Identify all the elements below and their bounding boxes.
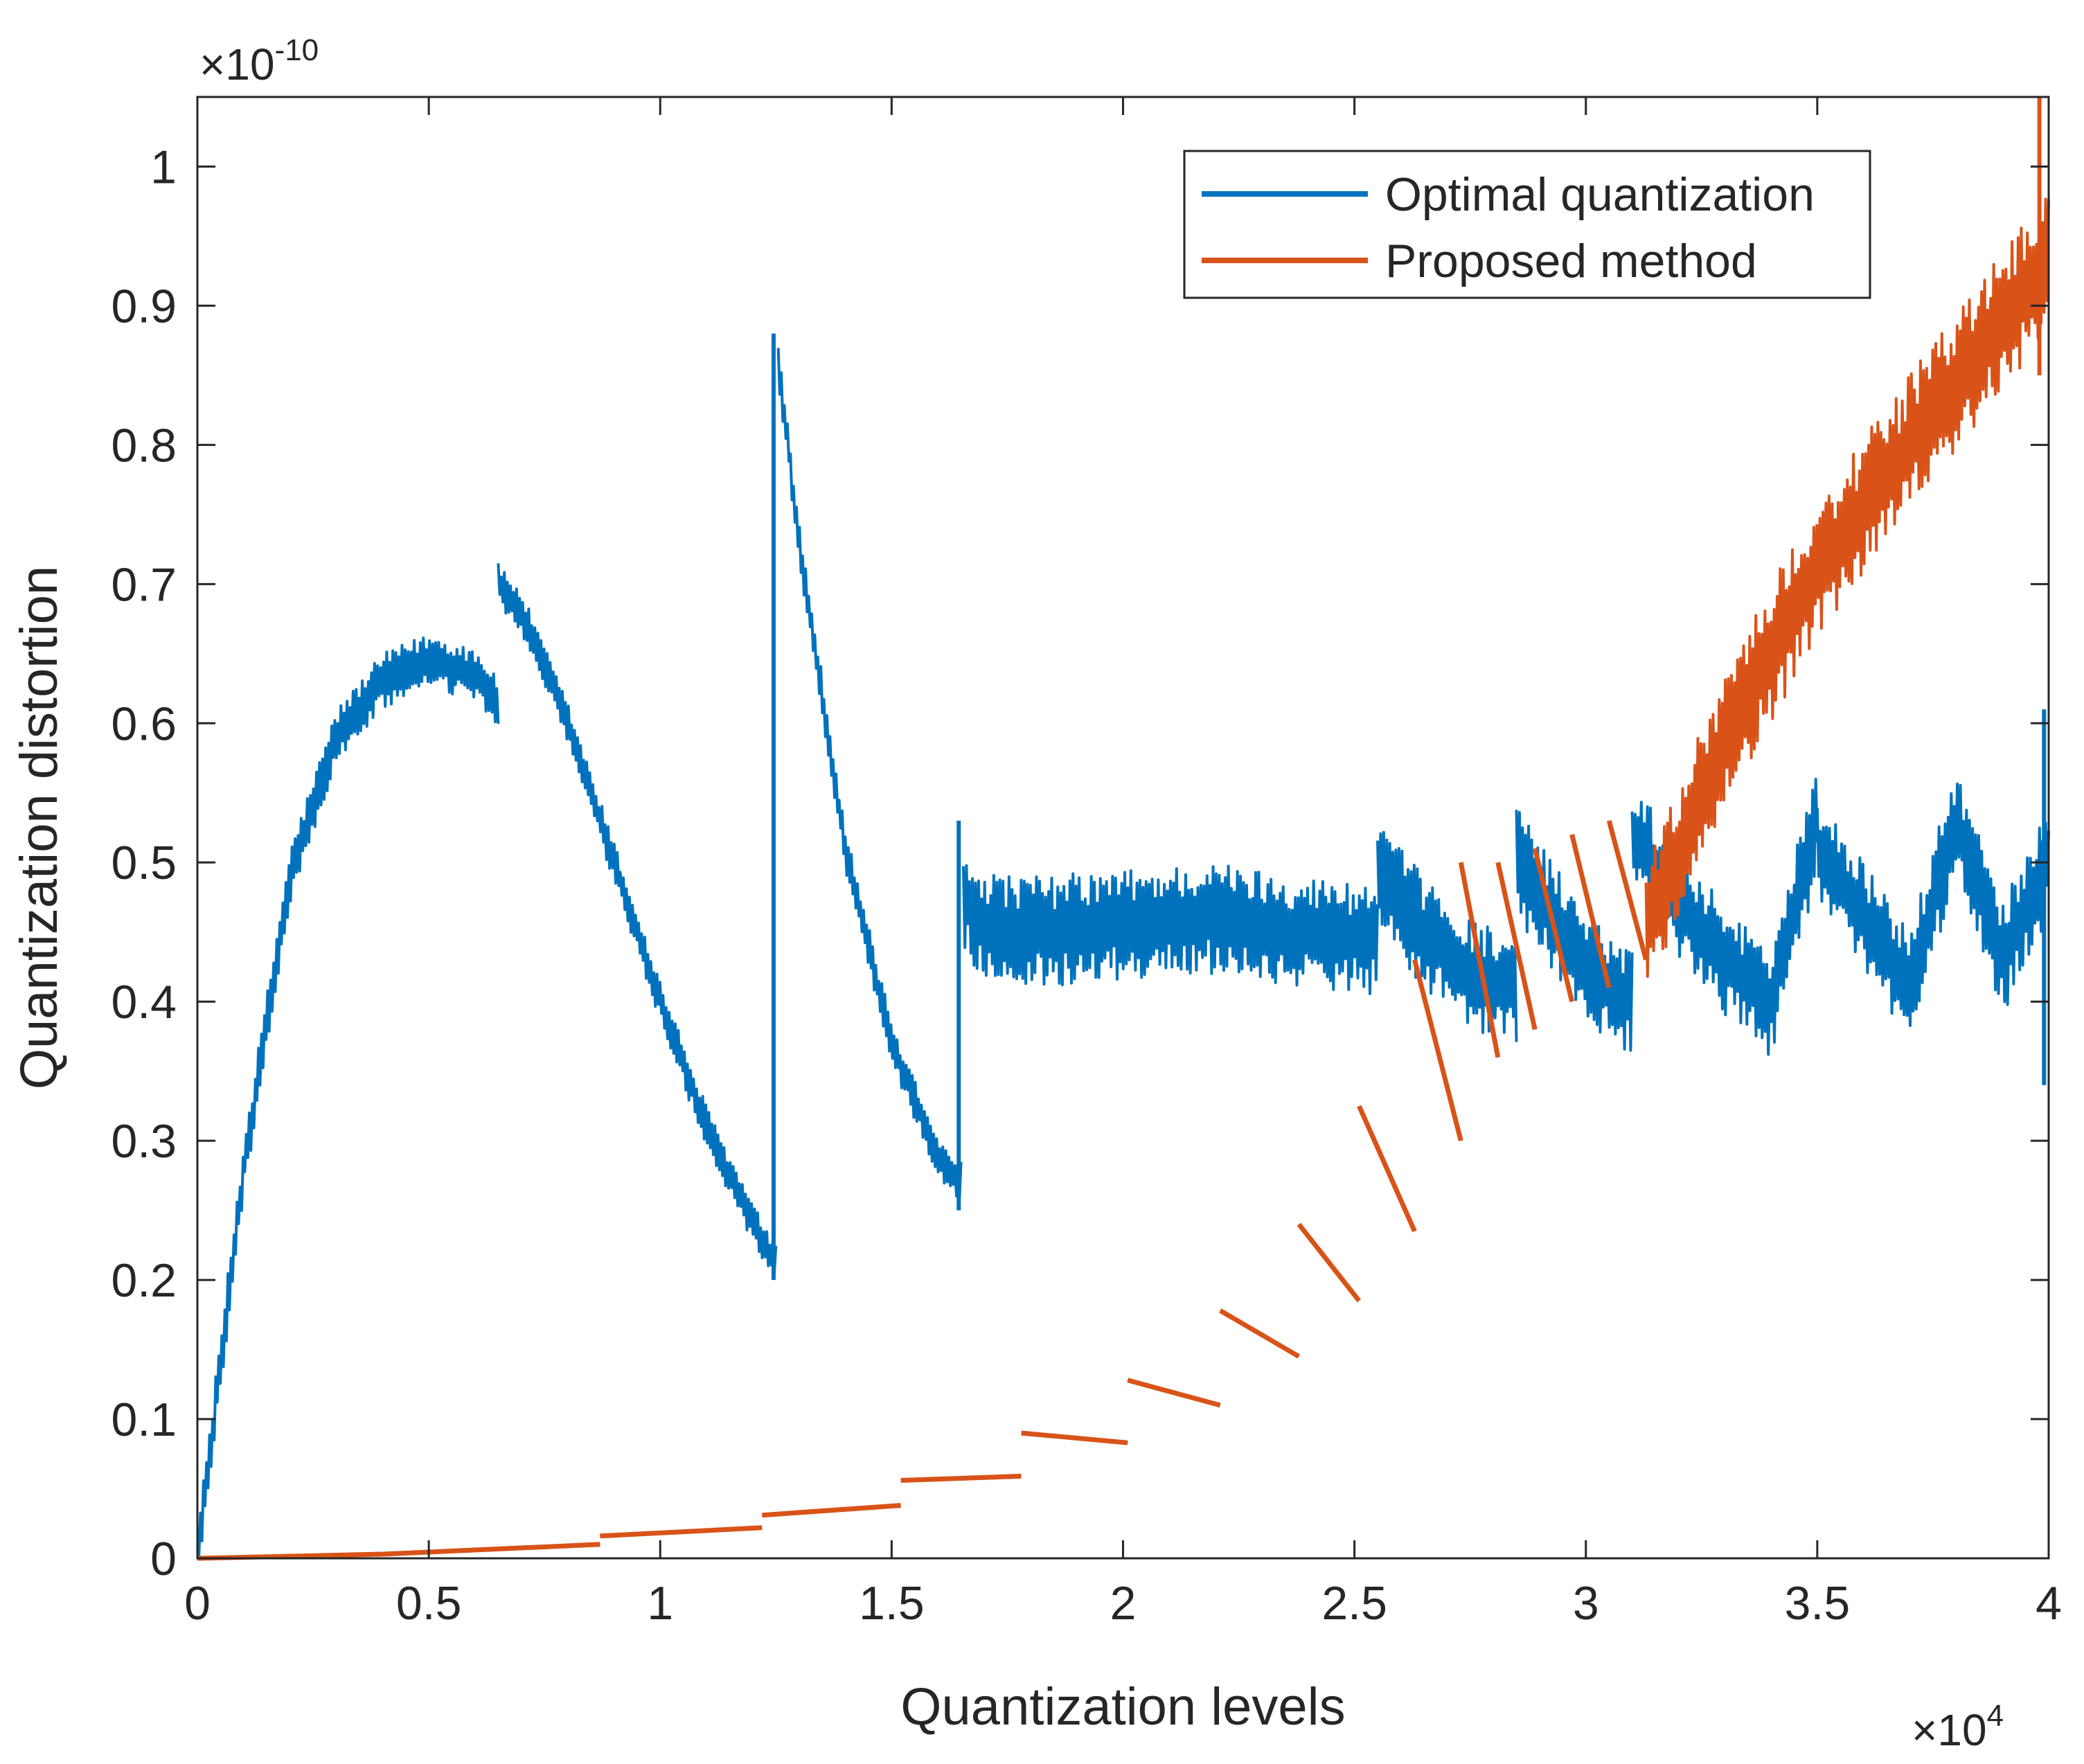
legend-label-proposed-method: Proposed method (1385, 235, 1757, 287)
x-tick-label: 2.5 (1321, 1577, 1387, 1630)
x-axis-label: Quantization levels (900, 1677, 1345, 1736)
proposed-method-step-9 (1412, 959, 1463, 1141)
x-tick-label: 3 (1573, 1577, 1599, 1630)
proposed-method-step-10 (1458, 862, 1501, 1058)
axis-labels: Quantization levels Quantization distort… (10, 33, 2004, 1755)
proposed-method-step-13 (1569, 834, 1612, 988)
proposed-method-step-7 (1297, 1222, 1362, 1303)
y-tick-label: 0.1 (111, 1393, 177, 1446)
x-tick-label: 2 (1110, 1577, 1137, 1630)
proposed-method-step-12 (1532, 848, 1575, 1003)
proposed-method-step-4 (1021, 1430, 1128, 1445)
y-tick-label: 0.4 (111, 976, 177, 1028)
y-tick-label: 0.5 (111, 837, 177, 889)
proposed-method-step-11 (1495, 862, 1538, 1031)
y-axis-label: Quantization distortion (10, 566, 69, 1089)
y-scale-exponent: ×10-10 (199, 33, 319, 89)
optimal-quantization-band-1 (497, 563, 778, 1273)
proposed-method-step-0 (197, 1542, 600, 1561)
legend-box (1183, 150, 1871, 299)
y-tick-label: 1 (150, 141, 177, 193)
x-scale-base: ×10 (1912, 1705, 1987, 1755)
ticks-layer: 0 0.5 1 1.5 2 2.5 3 3.5 4 0 0.1 0.2 0.3 0.4 0.5 0.6 0.7 0… (111, 97, 2062, 1630)
proposed-method-step-2 (762, 1503, 901, 1518)
optimal-quantization-band-7 (1815, 782, 2050, 1027)
proposed-method-band-0 (1644, 197, 2050, 978)
proposed-method-step-1 (600, 1525, 763, 1539)
proposed-method-step-14 (1606, 820, 1648, 961)
plot-background (197, 97, 2049, 1558)
optimal-quantization-band-3 (962, 864, 1379, 995)
y-tick-label: 0 (150, 1533, 177, 1585)
x-tick-label: 1 (647, 1577, 673, 1630)
y-tick-label: 0.7 (111, 558, 177, 611)
legend-label-optimal-quantization: Optimal quantization (1385, 168, 1815, 221)
proposed-method-step-6 (1219, 1308, 1301, 1359)
y-tick-label: 0.6 (111, 697, 177, 750)
optimal-quantization-band-0 (196, 636, 500, 1557)
optimal-quantization-band-2 (776, 348, 963, 1199)
x-tick-label: 3.5 (1785, 1577, 1851, 1630)
optimal-quantization-band-4 (1376, 830, 1518, 1042)
legend: Optimal quantization Proposed method (1183, 150, 1871, 299)
y-tick-label: 0.2 (111, 1254, 177, 1307)
series-optimal-quantization (196, 333, 2050, 1557)
x-scale-exponent: ×104 (1912, 1699, 2004, 1755)
optimal-quantization-band-5 (1515, 810, 1634, 1052)
series-layer (196, 97, 2050, 1561)
x-tick-label: 4 (2036, 1577, 2062, 1630)
y-scale-base: ×10 (199, 39, 275, 89)
proposed-method-step-8 (1357, 1105, 1417, 1233)
y-scale-power: -10 (275, 33, 319, 67)
y-tick-label: 0.9 (111, 280, 177, 332)
x-tick-label: 1.5 (859, 1577, 925, 1630)
y-tick-label: 0.3 (111, 1115, 177, 1168)
x-scale-power: 4 (1987, 1699, 2004, 1733)
proposed-method-step-5 (1127, 1378, 1221, 1408)
y-tick-label: 0.8 (111, 419, 177, 472)
x-tick-label: 0.5 (396, 1577, 462, 1630)
proposed-method-step-3 (900, 1473, 1022, 1483)
series-proposed-method (197, 97, 2050, 1561)
x-tick-label: 0 (184, 1577, 211, 1630)
